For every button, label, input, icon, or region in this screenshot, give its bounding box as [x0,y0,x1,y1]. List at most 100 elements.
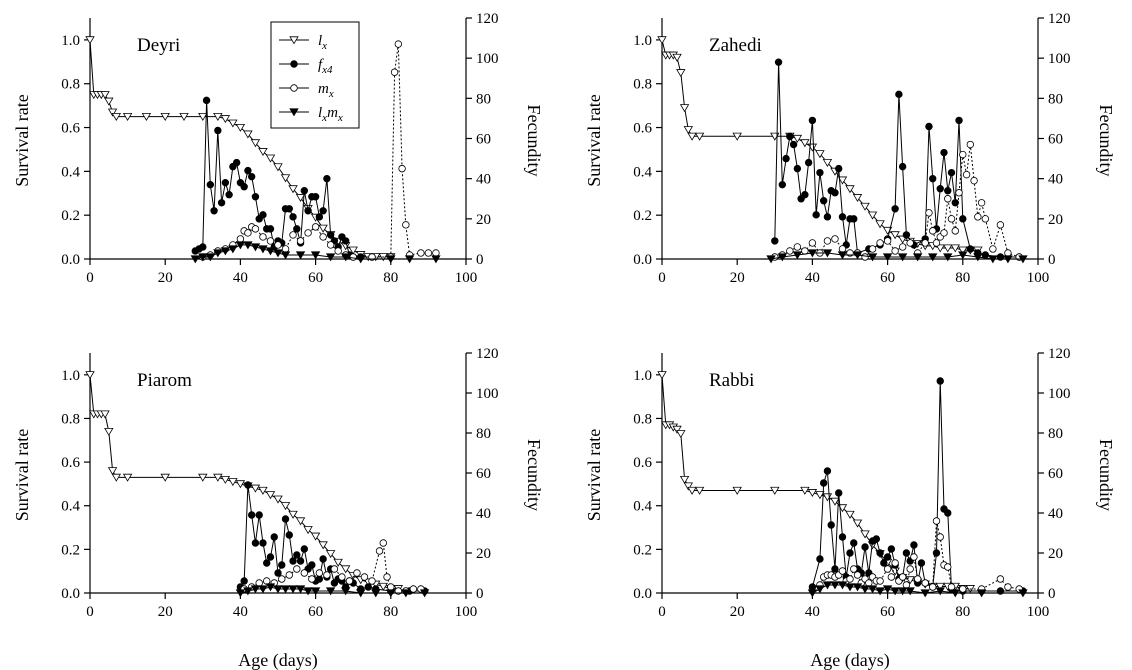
lx-marker-19 [852,519,863,528]
mx-marker-31 [962,170,971,179]
mx-marker-29 [936,533,944,541]
y-right-tick-label: 20 [1048,212,1063,228]
mx-marker-32 [947,583,956,591]
lx-marker-16 [815,150,825,159]
mx-marker-17 [368,577,376,585]
y-left-tick-label: 0.2 [633,542,652,558]
fx4-marker-4 [786,132,794,141]
lx-marker-12 [800,486,810,495]
lxmx-marker-9 [258,245,268,254]
y-left-tick-label: 0.6 [61,455,80,471]
y-right-tick-label: 0 [476,252,484,268]
mx-marker-16 [360,573,369,581]
mx-marker-11 [323,571,331,579]
lx-marker-14 [220,115,231,124]
y-right-tick-label: 60 [1048,132,1063,148]
lx-marker-9 [694,486,705,495]
mx-marker-34 [974,213,982,221]
fx4-marker-36 [940,148,948,157]
mx-marker-28 [951,227,959,235]
lx-marker-8 [687,132,697,141]
lx-marker-7 [683,482,694,491]
lx-marker-8 [687,486,697,495]
lx-marker-18 [250,139,261,148]
mx-marker-26 [921,579,929,587]
lxmx-marker-11 [890,587,900,596]
lx-marker-18 [265,491,276,500]
mx-marker-7 [244,229,252,237]
panel-piarom: 0 20 40 60 80 100 0.0 0.2 0.4 0.6 0.8 1.0 0 20 40 60 80 1… [12,346,544,670]
fx4-marker-4 [251,539,260,547]
lxmx-marker-9 [897,253,908,262]
lxmx-marker-14 [973,253,983,262]
mx-marker-21 [387,583,395,591]
fx4-marker-41 [959,215,967,223]
lxmx-marker-6 [280,585,291,594]
fx4-marker-6 [835,489,843,497]
y-right-tick-label: 100 [1048,51,1071,67]
fx4-marker-10 [850,539,858,547]
x-tick-label: 0 [86,270,94,286]
lxmx-marker-11 [273,249,283,258]
y-left-tick-label: 0.0 [61,586,80,602]
mx-marker-33 [970,176,978,185]
lx-marker-20 [265,154,276,163]
fx4-marker-17 [876,549,884,557]
mx-marker-16 [304,229,312,237]
lx-marker-17 [822,158,833,167]
lxmx-marker-2 [205,253,216,262]
fx4-marker-13 [285,531,293,539]
lxmx-marker-3 [807,249,818,258]
lx-marker-13 [807,489,818,498]
x-tick-label: 20 [730,270,745,286]
fx4-marker-30 [304,207,312,215]
lx-marker-20 [845,185,855,194]
fx4-marker-5 [789,140,798,149]
fx4-marker-16 [251,193,260,201]
panel-title: Zahedi [709,35,762,56]
mx-marker-12 [330,565,339,573]
y-left-tick-label: 0.0 [61,252,80,268]
lxmx-marker-16 [1003,255,1013,264]
fx4-marker-38 [947,168,956,177]
fx4-marker-13 [240,182,248,191]
lxmx-marker-12 [340,587,351,596]
y-right-tick-label: 60 [1048,466,1063,482]
lx-marker-6 [107,108,118,117]
y-left-tick-label: 0.2 [61,542,80,558]
y-left-tick-label: 0.0 [633,586,652,602]
y-right-tick-label: 40 [1048,506,1063,522]
lxmx-marker-12 [280,251,291,260]
x-tick-label: 100 [1027,604,1050,620]
lxmx-marker-0 [235,589,246,598]
fx4-marker-9 [846,549,854,557]
lxmx-marker-16 [340,253,351,262]
lx-marker-21 [288,510,298,519]
panel-zahedi: 0 20 40 60 80 100 0.0 0.2 0.4 0.6 0.8 1.0 0 20 40 60 80 1… [584,11,1116,286]
fx4-marker-28 [917,559,926,567]
lxmx-marker-1 [815,585,825,594]
mx-marker-31 [944,563,952,571]
lx-marker-31 [348,246,358,255]
y-left-axis-label: Survival rate [12,94,32,186]
mx-marker-35 [977,199,986,207]
lx-marker-15 [822,493,833,502]
fx4-marker-18 [838,213,847,221]
lxmx-marker-11 [325,587,336,596]
mx-marker-7 [293,565,301,573]
y-left-tick-label: 0.4 [633,499,652,515]
lx-marker-17 [243,130,253,139]
mx-marker-5 [808,239,817,247]
y-right-tick-label: 20 [1048,546,1063,562]
legend-entry-0: lx [318,33,327,52]
mx-marker-2 [786,247,794,255]
lxmx-marker-17 [356,255,366,264]
x-tick-label: 20 [730,604,745,620]
lx-marker-30 [935,582,945,591]
fx4-marker-13 [861,543,869,551]
lxmx-marker-7 [867,253,878,262]
fx4-marker-33 [315,213,324,221]
fx4-marker-7 [263,559,271,567]
fx4-marker-1 [816,555,824,563]
lx-marker-14 [235,480,246,489]
